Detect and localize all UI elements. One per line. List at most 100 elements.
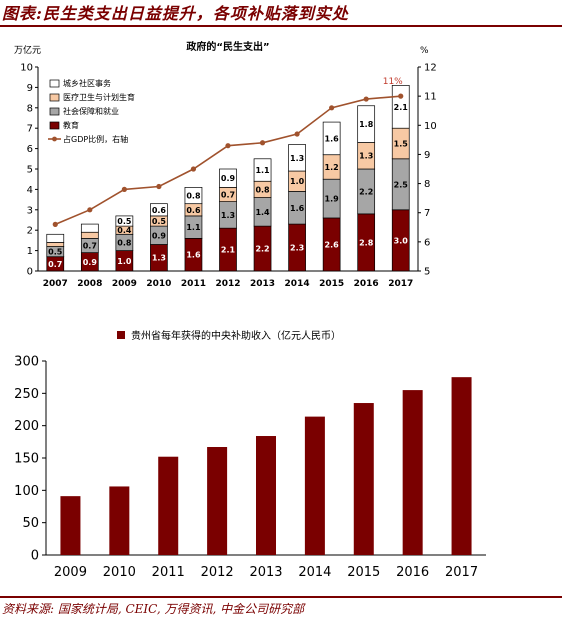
bar-segment <box>150 203 168 217</box>
x-tick-label: 2016 <box>354 279 379 289</box>
bar-data-label: 2.6 <box>325 240 340 249</box>
bar-data-label: 1.3 <box>152 254 166 263</box>
bar-data-label: 0.5 <box>117 217 132 226</box>
bar-segment <box>80 223 99 233</box>
bar-data-label: 0.7 <box>83 242 97 251</box>
left-tick-label: 2 <box>27 226 33 237</box>
bar-data-label: 0.9 <box>152 231 167 240</box>
gdp-ratio-annotation: 11% <box>383 77 403 87</box>
bar <box>353 403 374 555</box>
right-tick-label: 12 <box>424 63 437 74</box>
bar-data-label: 0.5 <box>152 217 167 226</box>
left-tick-label: 1 <box>27 246 33 257</box>
bar-segment <box>46 233 65 243</box>
legend-label: 社会保障和就业 <box>63 106 119 116</box>
gdp-ratio-point <box>225 143 231 149</box>
x-tick-label: 2015 <box>347 565 380 580</box>
legend-swatch <box>49 121 60 130</box>
gdp-ratio-point <box>190 166 197 172</box>
bar-data-label: 1.1 <box>255 166 270 175</box>
bar-data-label: 0.6 <box>152 206 167 215</box>
title-divider <box>0 25 562 27</box>
gdp-ratio-point <box>52 221 58 227</box>
bar <box>451 377 472 555</box>
source-note: 资料来源: 国家统计局, CEIC, 万得资讯, 中金公司研究部 <box>2 602 305 616</box>
gdp-ratio-point <box>87 207 93 213</box>
bar-data-label: 1.4 <box>255 208 270 217</box>
left-tick-label: 5 <box>27 165 33 176</box>
x-tick-label: 2009 <box>112 279 137 289</box>
y-tick-label: 150 <box>14 452 39 467</box>
bar-data-label: 0.8 <box>117 238 132 247</box>
right-tick-label: 10 <box>424 121 437 132</box>
bar <box>256 436 276 555</box>
left-tick-label: 8 <box>27 103 33 114</box>
page-title: 图表:民生类支出日益提升，各项补贴落到实处 <box>2 4 349 23</box>
gdp-ratio-point <box>294 131 300 137</box>
bar-segment <box>322 121 341 156</box>
bar <box>207 447 228 555</box>
bar-data-label: 2.3 <box>290 244 304 253</box>
bar-data-label: 1.3 <box>221 211 235 220</box>
bar-segment <box>357 105 376 143</box>
y-tick-label: 100 <box>14 484 39 499</box>
gdp-ratio-point <box>156 183 162 190</box>
bar-segment <box>80 231 99 239</box>
right-axis-unit: % <box>420 46 429 56</box>
legend-label: 占GDP比例，右轴 <box>63 134 128 144</box>
gdp-ratio-point <box>121 186 127 192</box>
bar-data-label: 1.1 <box>186 223 201 232</box>
bar <box>402 390 423 555</box>
x-tick-label: 2017 <box>388 279 413 289</box>
x-tick-label: 2011 <box>152 565 185 580</box>
bar-data-label: 1.0 <box>117 257 132 266</box>
chart-1-title: 政府的“民生支出” <box>186 40 269 53</box>
gdp-ratio-point <box>363 96 369 102</box>
legend-label: 城乡社区事务 <box>63 78 111 88</box>
bar-data-label: 0.6 <box>186 206 201 215</box>
bar-data-label: 1.5 <box>394 140 409 149</box>
right-tick-label: 11 <box>424 92 437 103</box>
x-tick-label: 2014 <box>298 565 331 580</box>
y-tick-label: 250 <box>14 387 39 402</box>
legend-swatch <box>49 107 60 116</box>
bar-data-label: 0.7 <box>48 260 62 269</box>
left-tick-label: 6 <box>27 144 33 155</box>
right-tick-label: 8 <box>424 179 430 190</box>
bar-data-label: 2.8 <box>359 238 374 247</box>
legend-swatch <box>49 93 60 102</box>
bar-data-label: 1.9 <box>325 195 340 204</box>
bar-data-label: 2.2 <box>359 187 373 196</box>
legend-label: 教育 <box>63 120 79 130</box>
bar-segment <box>115 215 134 227</box>
bar <box>60 496 81 555</box>
bar-data-label: 0.8 <box>255 185 270 194</box>
legend-label: 贵州省每年获得的中央补助收入（亿元人民币） <box>131 329 341 342</box>
bar-data-label: 2.2 <box>255 245 269 254</box>
legend-swatch <box>49 79 60 88</box>
x-tick-label: 2010 <box>103 565 136 580</box>
left-axis-unit: 万亿元 <box>14 44 41 56</box>
y-tick-label: 200 <box>14 419 39 434</box>
x-tick-label: 2017 <box>445 565 478 580</box>
x-tick-label: 2016 <box>396 565 429 580</box>
bar-segment <box>46 242 65 247</box>
legend-label: 医疗卫生与计划生育 <box>63 92 135 102</box>
left-tick-label: 4 <box>27 185 33 196</box>
x-tick-label: 2012 <box>201 565 234 580</box>
x-tick-label: 2015 <box>319 279 344 289</box>
x-tick-label: 2009 <box>54 565 87 580</box>
right-tick-label: 6 <box>424 237 430 248</box>
right-tick-label: 7 <box>424 208 430 219</box>
bar-data-label: 2.1 <box>394 103 409 112</box>
gdp-ratio-point <box>259 140 266 146</box>
bar-data-label: 0.4 <box>117 226 132 235</box>
left-tick-label: 10 <box>20 63 33 74</box>
left-tick-label: 7 <box>27 124 33 135</box>
bar-segment <box>184 187 203 205</box>
bar-data-label: 1.6 <box>186 251 201 260</box>
bar-data-label: 1.6 <box>290 204 305 213</box>
x-tick-label: 2013 <box>249 565 282 580</box>
source-divider <box>0 596 562 598</box>
left-tick-label: 0 <box>27 267 33 278</box>
